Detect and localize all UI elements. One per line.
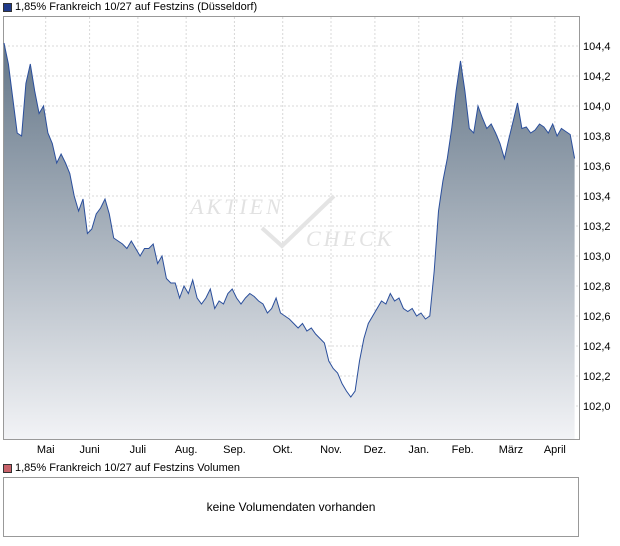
x-tick-label: Feb.: [452, 444, 474, 456]
y-tick-label: 102,6: [583, 311, 611, 323]
x-tick-label: Juni: [79, 444, 99, 456]
y-tick-label: 104,2: [583, 71, 611, 83]
watermark-text-1: AKTIEN: [188, 194, 284, 219]
y-tick-label: 102,2: [583, 371, 611, 383]
x-tick-label: April: [544, 444, 566, 456]
y-tick-label: 103,4: [583, 191, 611, 203]
y-tick-label: 102,8: [583, 281, 611, 293]
y-tick-label: 104,0: [583, 101, 611, 113]
x-tick-label: Aug.: [175, 444, 198, 456]
volume-empty-message: keine Volumendaten vorhanden: [206, 500, 376, 514]
price-legend: 1,85% Frankreich 10/27 auf Festzins (Düs…: [3, 1, 257, 13]
x-axis-ticks: Mai Juni Juli Aug. Sep. Okt. Nov. Dez. Jan. Feb. M…: [37, 444, 566, 456]
y-axis-ticks: 104,4 104,2 104,0 103,8 103,6 103,4 103,2 103,0…: [583, 41, 611, 413]
volume-panel: keine Volumendaten vorhanden: [3, 477, 579, 537]
volume-legend-label: 1,85% Frankreich 10/27 auf Festzins Volu…: [15, 462, 241, 474]
x-tick-label: Juli: [130, 444, 147, 456]
volume-legend-swatch: [3, 463, 12, 473]
x-tick-label: Okt.: [273, 444, 293, 456]
x-tick-label: Mai: [37, 444, 55, 456]
price-area: [4, 43, 575, 439]
y-tick-label: 103,6: [583, 161, 611, 173]
y-tick-label: 103,2: [583, 221, 611, 233]
x-tick-label: März: [499, 444, 523, 456]
price-chart: AKTIEN CHECK 104,4104,2104,0103,8103,610…: [3, 16, 611, 456]
price-line: [3, 42, 576, 398]
x-tick-label: Sep.: [223, 444, 246, 456]
y-tick-label: 103,8: [583, 131, 611, 143]
y-tick-label: 104,4: [583, 41, 611, 53]
price-legend-swatch: [3, 2, 12, 12]
volume-legend: 1,85% Frankreich 10/27 auf Festzins Volu…: [3, 462, 240, 474]
y-tick-label: 103,0: [583, 251, 611, 263]
x-tick-label: Jan.: [408, 444, 429, 456]
y-tick-label: 102,4: [583, 341, 611, 353]
x-tick-label: Nov.: [320, 444, 342, 456]
y-tick-label: 102,0: [583, 401, 611, 413]
watermark-text-2: CHECK: [306, 226, 394, 251]
watermark-check-icon: [260, 194, 336, 249]
x-tick-label: Dez.: [364, 444, 387, 456]
price-legend-label: 1,85% Frankreich 10/27 auf Festzins (Düs…: [15, 1, 258, 13]
watermark: AKTIEN CHECK: [188, 194, 394, 251]
